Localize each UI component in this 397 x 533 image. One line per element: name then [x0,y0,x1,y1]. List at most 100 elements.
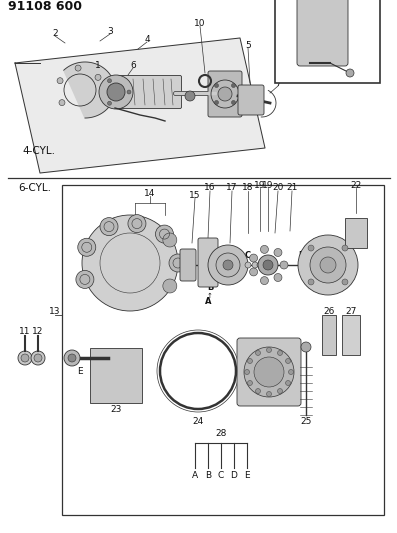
Polygon shape [15,38,265,173]
Text: 24: 24 [193,416,204,425]
Circle shape [163,233,177,247]
Circle shape [342,279,348,285]
Circle shape [310,247,346,283]
Circle shape [308,245,314,251]
Circle shape [57,78,63,84]
Text: 4: 4 [144,35,150,44]
FancyBboxPatch shape [297,0,348,66]
Text: E: E [244,472,250,481]
Text: 18: 18 [242,183,254,192]
Bar [90,348,142,403]
Circle shape [278,389,283,393]
Bar [275,0,380,83]
Circle shape [163,279,177,293]
Circle shape [231,101,235,104]
Circle shape [31,351,45,365]
Bar [342,315,360,355]
Circle shape [274,273,282,281]
Bar [345,218,367,248]
Circle shape [346,69,354,77]
FancyBboxPatch shape [114,76,181,109]
Text: B: B [207,284,213,293]
Circle shape [214,84,218,87]
Text: 16: 16 [204,183,216,192]
Text: 25: 25 [300,416,312,425]
Circle shape [258,255,278,275]
Text: 7: 7 [275,78,281,87]
Circle shape [100,217,118,236]
Circle shape [59,100,65,106]
Circle shape [218,87,232,101]
Text: 23: 23 [110,406,122,415]
Circle shape [156,225,173,243]
Text: 21: 21 [286,183,298,192]
Circle shape [128,215,146,232]
Circle shape [185,91,195,101]
FancyBboxPatch shape [237,338,301,406]
Circle shape [260,277,268,285]
Circle shape [266,392,272,397]
Circle shape [301,342,311,352]
Text: A: A [192,472,198,481]
Circle shape [266,348,272,352]
Text: 6-CYL.: 6-CYL. [18,183,51,193]
FancyBboxPatch shape [238,85,264,115]
Bar [322,315,336,355]
Text: 3: 3 [107,27,113,36]
Circle shape [250,254,258,262]
Text: B: B [205,472,211,481]
Text: 13: 13 [49,306,61,316]
Circle shape [254,357,284,387]
Circle shape [223,260,233,270]
Text: C: C [218,472,224,481]
Text: 15: 15 [189,190,201,199]
Circle shape [216,253,240,277]
Circle shape [108,79,112,83]
Text: 5: 5 [245,41,251,50]
Circle shape [75,65,81,71]
Circle shape [107,83,125,101]
Circle shape [250,268,258,276]
Text: 2: 2 [52,28,58,37]
Text: ↑: ↑ [207,293,213,299]
Text: 6: 6 [130,61,136,69]
Circle shape [320,257,336,273]
Text: 12: 12 [32,327,44,335]
Text: 28: 28 [215,429,227,438]
Circle shape [298,235,358,295]
Circle shape [169,254,187,272]
Circle shape [274,248,282,256]
Text: 11: 11 [19,327,31,335]
Circle shape [247,381,252,385]
Circle shape [231,84,235,87]
Circle shape [245,369,249,375]
Text: 10: 10 [194,19,206,28]
Circle shape [342,245,348,251]
Circle shape [252,262,258,268]
Text: 4-CYL.: 4-CYL. [22,146,55,156]
Text: 19: 19 [254,181,266,190]
Circle shape [95,75,101,80]
Text: 14: 14 [145,189,156,198]
Circle shape [108,101,112,105]
Circle shape [127,90,131,94]
FancyBboxPatch shape [198,238,218,287]
Circle shape [34,354,42,362]
FancyBboxPatch shape [180,249,196,281]
Bar [62,185,384,515]
Circle shape [18,351,32,365]
Circle shape [280,261,288,269]
Text: 20: 20 [272,183,284,192]
Text: C: C [245,251,251,260]
Circle shape [245,262,251,268]
Text: 1: 1 [95,61,101,69]
Circle shape [289,369,293,375]
FancyBboxPatch shape [208,71,242,117]
Circle shape [247,359,252,364]
Circle shape [76,270,94,288]
Circle shape [263,260,273,270]
Circle shape [21,354,29,362]
Text: 19: 19 [262,181,274,190]
Circle shape [278,350,283,356]
Circle shape [285,359,291,364]
